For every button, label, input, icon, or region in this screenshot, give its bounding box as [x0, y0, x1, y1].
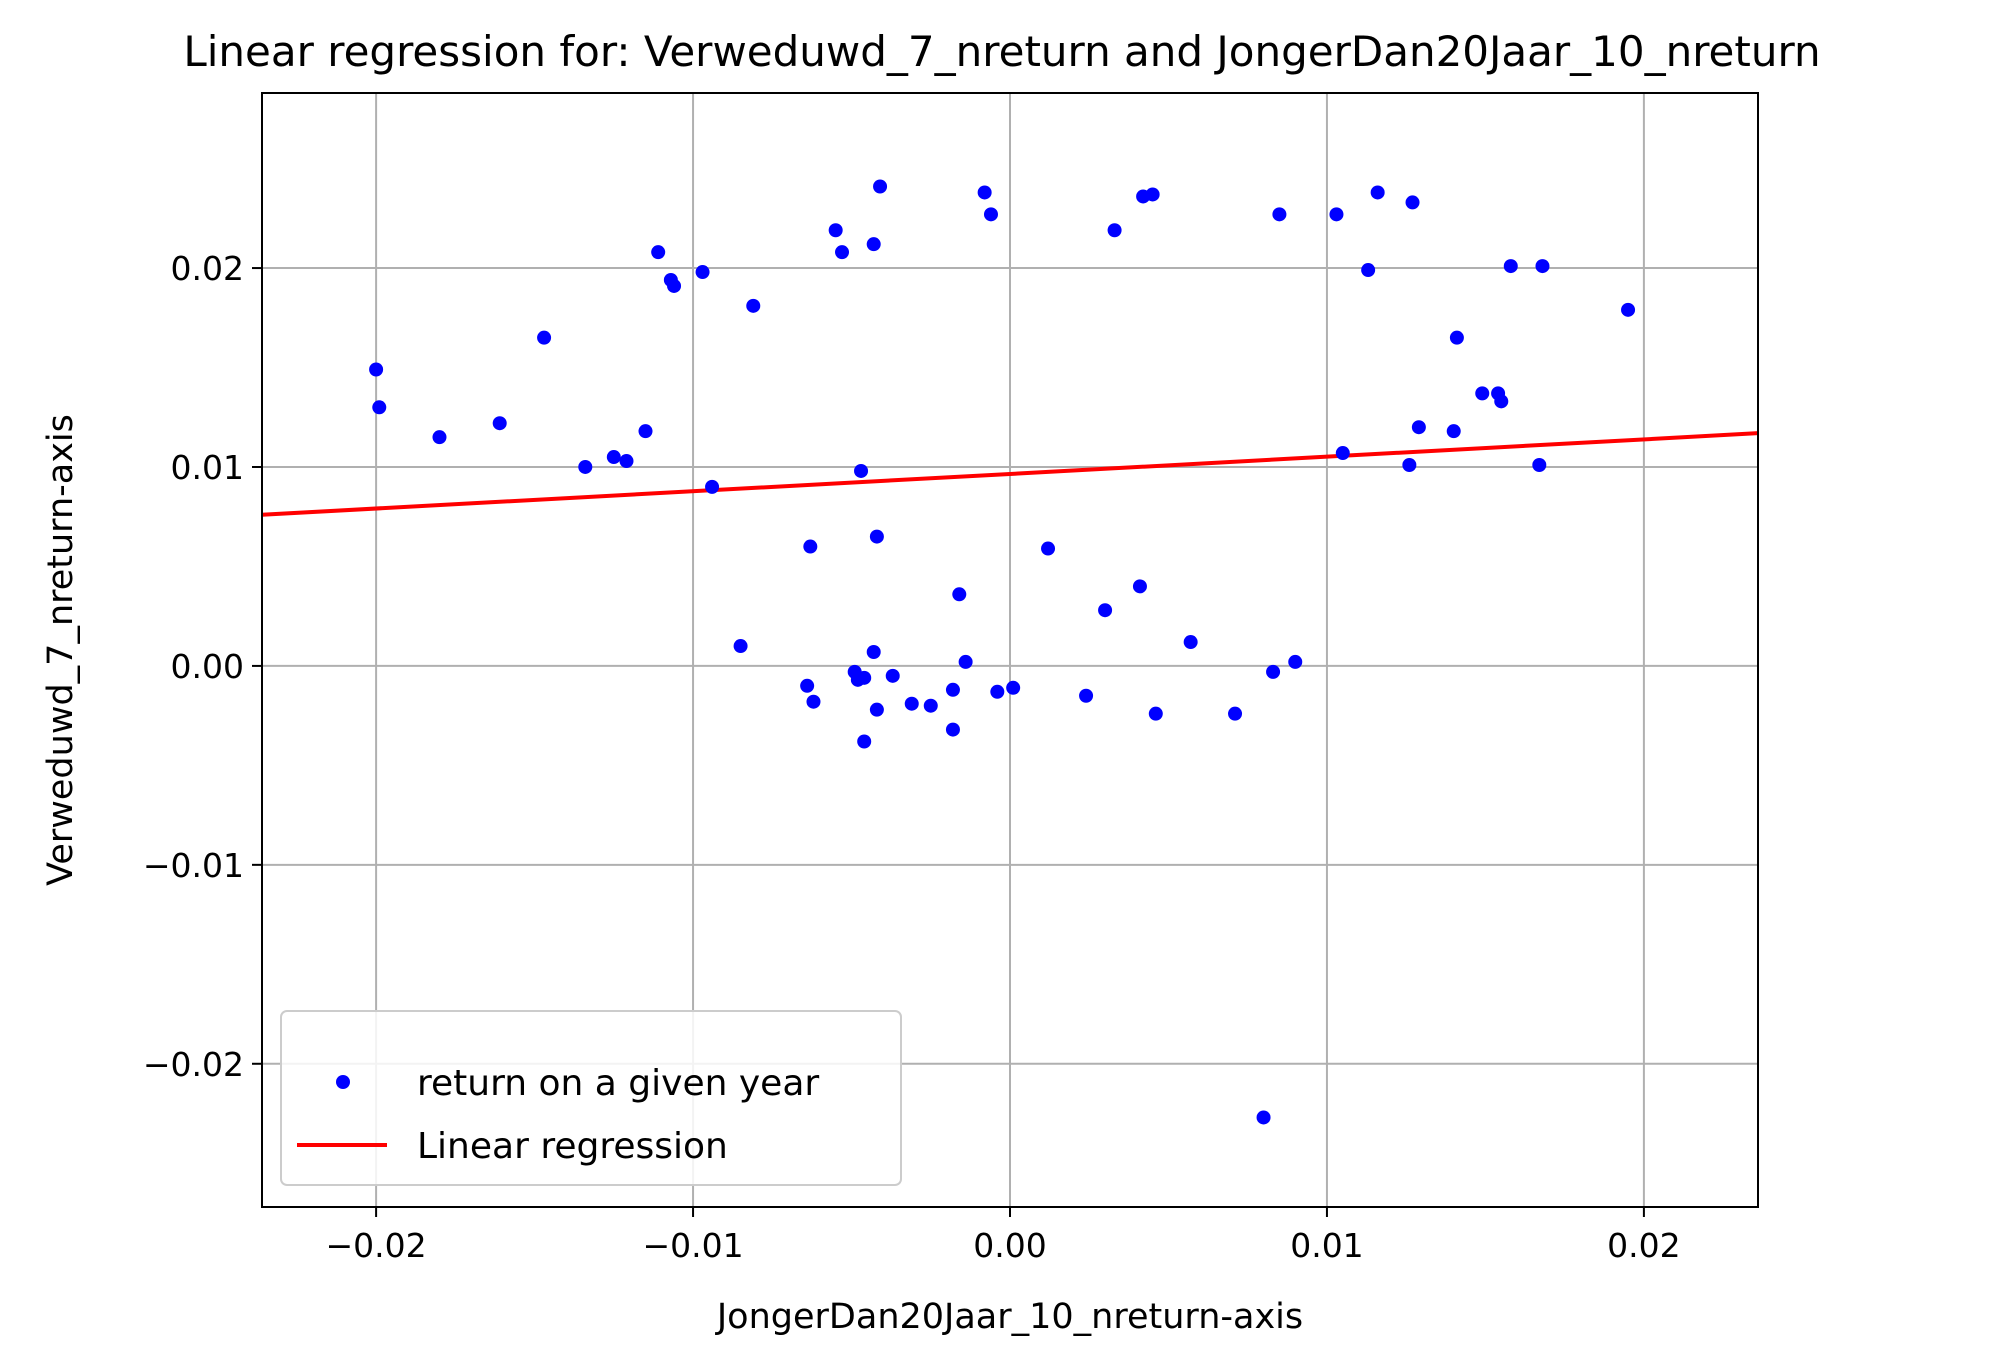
scatter-point: [1006, 680, 1021, 695]
scatter-point: [1256, 1110, 1271, 1125]
scatter-point: [854, 463, 869, 478]
scatter-point: [945, 682, 960, 697]
scatter-point: [1228, 706, 1243, 721]
y-tick-label: 0.01: [171, 448, 244, 487]
scatter-point: [873, 179, 888, 194]
scatter-point: [857, 670, 872, 685]
scatter-point: [746, 298, 761, 313]
legend: return on a given year Linear regression: [280, 1010, 902, 1186]
scatter-point: [1107, 223, 1122, 238]
legend-marker-scatter: [336, 1075, 350, 1089]
scatter-point: [1266, 664, 1281, 679]
x-axis-ticks: −0.02 −0.01 0.00 0.01 0.02: [326, 1207, 1681, 1265]
scatter-point: [619, 454, 634, 469]
scatter-point: [1494, 394, 1509, 409]
scatter-point: [977, 185, 992, 200]
scatter-point: [866, 644, 881, 659]
scatter-point: [432, 430, 447, 445]
scatter-point: [1411, 420, 1426, 435]
scatter-point: [1183, 635, 1198, 650]
scatter-point: [866, 237, 881, 252]
x-tick-label: −0.01: [642, 1226, 743, 1265]
y-tick-label: 0.02: [171, 249, 244, 288]
y-axis-label: Verweduwd_7_nreturn-axis: [41, 414, 81, 886]
x-tick-label: 0.00: [973, 1226, 1046, 1265]
scatter-point: [945, 722, 960, 737]
scatter-point: [869, 702, 884, 717]
scatter-point: [857, 734, 872, 749]
scatter-point: [828, 223, 843, 238]
scatter-point: [651, 245, 666, 260]
chart-title: Linear regression for: Verweduwd_7_nretu…: [183, 27, 1820, 76]
scatter-point: [578, 459, 593, 474]
x-tick-label: 0.01: [1290, 1226, 1363, 1265]
scatter-point: [1532, 457, 1547, 472]
scatter-points: [369, 179, 1636, 1125]
scatter-point: [990, 684, 1005, 699]
scatter-point: [1449, 330, 1464, 345]
scatter-point: [537, 330, 552, 345]
scatter-point: [733, 639, 748, 654]
scatter-point: [1335, 446, 1350, 461]
scatter-point: [800, 678, 815, 693]
scatter-point: [1475, 386, 1490, 401]
x-tick-label: 0.02: [1607, 1226, 1680, 1265]
scatter-point: [667, 278, 682, 293]
scatter-point: [695, 265, 710, 280]
y-tick-label: −0.01: [143, 846, 244, 885]
scatter-point: [1079, 688, 1094, 703]
y-tick-label: −0.02: [143, 1045, 244, 1084]
scatter-point: [1148, 706, 1163, 721]
scatter-point: [638, 424, 653, 439]
scatter-point: [369, 362, 384, 377]
legend-label-scatter: return on a given year: [417, 1063, 819, 1104]
scatter-point: [1535, 259, 1550, 274]
scatter-point: [1370, 185, 1385, 200]
regression-line: [261, 431, 1759, 517]
scatter-point: [1621, 302, 1636, 317]
scatter-point: [904, 696, 919, 711]
scatter-point: [983, 207, 998, 222]
scatter-point: [492, 416, 507, 431]
scatter-point: [835, 245, 850, 260]
y-tick-label: 0.00: [171, 647, 244, 686]
regression-line-layer: [261, 431, 1759, 517]
scatter-point: [1329, 207, 1344, 222]
scatter-point: [372, 400, 387, 415]
scatter-point: [958, 654, 973, 669]
scatter-point: [1272, 207, 1287, 222]
scatter-point: [1361, 263, 1376, 278]
legend-label-line: Linear regression: [417, 1126, 728, 1167]
y-axis-ticks: −0.02 −0.01 0.00 0.01 0.02: [143, 249, 262, 1084]
x-tick-label: −0.02: [326, 1226, 427, 1265]
scatter-point: [1405, 195, 1420, 210]
scatter-point: [705, 479, 720, 494]
scatter-point: [803, 539, 818, 554]
scatter-point: [1132, 579, 1147, 594]
scatter-point: [806, 694, 821, 709]
scatter-point: [1145, 187, 1160, 202]
scatter-point: [952, 587, 967, 602]
scatter-point: [1503, 259, 1518, 274]
x-axis-label: JongerDan20Jaar_10_nreturn-axis: [715, 1297, 1303, 1337]
scatter-point: [1098, 603, 1113, 618]
scatter-point: [1402, 457, 1417, 472]
scatter-point: [606, 450, 621, 465]
scatter-point: [1288, 654, 1303, 669]
legend-box: [280, 1010, 902, 1186]
scatter-point: [1446, 424, 1461, 439]
scatter-point: [923, 698, 938, 713]
scatter-point: [1041, 541, 1056, 556]
scatter-point: [885, 668, 900, 683]
scatter-point: [869, 529, 884, 544]
